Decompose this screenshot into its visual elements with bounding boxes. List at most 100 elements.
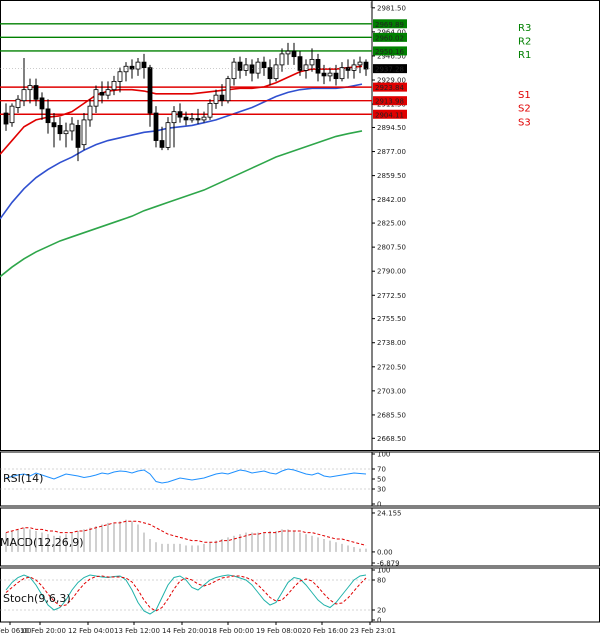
candle-bull xyxy=(165,122,171,148)
candle-bull xyxy=(171,111,177,124)
rsi-label: RSI(14) xyxy=(3,472,43,485)
rsi-panel-tick-label: 30 xyxy=(377,486,386,494)
time-tick-label: 23 Feb 23:01 xyxy=(350,627,396,635)
macd-panel: 24.155 0.00 -6.879 MACD(12,26,9) xyxy=(0,507,600,567)
price-tick-label: 2755.50 xyxy=(377,315,406,323)
candle-bull xyxy=(213,94,219,104)
stoch-panel-tick-label: 0 xyxy=(377,617,381,625)
candle-bear xyxy=(177,111,183,118)
candle-bull xyxy=(207,103,213,118)
candle-bear xyxy=(39,97,45,110)
level-name-s3: S3 xyxy=(518,117,531,128)
level-value-box xyxy=(373,96,407,106)
candle-bull xyxy=(135,61,141,70)
stoch-panel-frame xyxy=(0,567,600,623)
price-tick-label: 2738.00 xyxy=(377,339,406,347)
price-tick-label: 2964.00 xyxy=(377,28,406,36)
candle-bull xyxy=(27,85,33,91)
time-tick-label: 12 Feb 04:00 xyxy=(68,627,114,635)
rsi-panel-tick-label: 0 xyxy=(377,501,381,509)
rsi-panel-tick-label: 50 xyxy=(377,476,386,484)
stoch-panel-tick-label: 20 xyxy=(377,607,386,615)
stoch-panel-tick-label: 80 xyxy=(377,577,386,585)
candle-bull xyxy=(255,61,261,74)
candle-bear xyxy=(321,72,327,77)
candle-bull xyxy=(225,78,231,102)
stoch-signal-line xyxy=(5,575,367,612)
candle-bear xyxy=(159,140,165,148)
price-tick-label: 2981.50 xyxy=(377,4,406,12)
stoch-panel: 100 80 20 0 Stoch(9,6,3) xyxy=(0,567,600,625)
macd-panel-tick-label: 0.00 xyxy=(377,548,393,556)
price-tick-label: 2859.50 xyxy=(377,172,406,180)
candle-bull xyxy=(201,116,207,121)
rsi-panel: 100 70 50 30 0 RSI(14) xyxy=(0,451,600,509)
candle-bull xyxy=(351,64,357,71)
candle-bear xyxy=(261,61,267,69)
macd-signal-line xyxy=(5,520,367,546)
stoch-panel-tick-label: 100 xyxy=(377,567,390,575)
candle-bull xyxy=(309,58,315,66)
candle-bull xyxy=(327,72,333,77)
candle-bear xyxy=(219,94,225,102)
candle-bull xyxy=(81,119,87,146)
price-tick-label: 2668.50 xyxy=(377,435,406,443)
rsi-panel-tick-label: 100 xyxy=(377,451,390,459)
candle-bear xyxy=(363,61,369,70)
time-tick-label: 10 Feb 20:00 xyxy=(20,627,66,635)
price-tick-label: 2946.50 xyxy=(377,52,406,60)
candle-bear xyxy=(129,65,135,70)
candle-bear xyxy=(51,122,57,128)
price-tick-label: 2790.00 xyxy=(377,268,406,276)
price-tick-label: 2825.00 xyxy=(377,220,406,228)
candle-bull xyxy=(279,53,285,66)
moving-average-line xyxy=(0,83,363,220)
level-value-label: 2950.16 xyxy=(375,48,404,56)
time-tick-label: 9 Feb 06:00 xyxy=(0,627,31,635)
candle-bear xyxy=(33,85,39,100)
price-tick-label: 2807.50 xyxy=(377,244,406,252)
price-tick-label: 2842.00 xyxy=(377,196,406,204)
price-tick-label: 2720.50 xyxy=(377,363,406,371)
candle-bear xyxy=(249,64,255,74)
price-tick-label: 2877.00 xyxy=(377,148,406,156)
macd-label: MACD(12,26,9) xyxy=(0,536,84,549)
time-tick-label: 13 Feb 12:00 xyxy=(114,627,160,635)
candle-bull xyxy=(69,123,75,132)
candle-bull xyxy=(21,89,27,102)
candle-bear xyxy=(75,125,81,148)
moving-average-line xyxy=(0,130,363,278)
time-tick-label: 14 Feb 20:00 xyxy=(162,627,208,635)
price-tick-label: 2772.50 xyxy=(377,292,406,300)
level-value-box xyxy=(373,82,407,92)
candle-bear xyxy=(3,112,9,125)
level-value-label: 2960.02 xyxy=(375,34,404,42)
level-name-s1: S1 xyxy=(518,90,531,101)
price-panel: 2981.502964.002946.502929.002911.502894.… xyxy=(0,0,600,451)
price-tick-label: 2703.00 xyxy=(377,387,406,395)
candle-bear xyxy=(297,56,303,71)
time-tick-label: 18 Feb 00:00 xyxy=(208,627,254,635)
level-name-r2: R2 xyxy=(518,36,531,47)
current-price-box xyxy=(373,64,407,74)
candle-bull xyxy=(63,130,69,135)
candle-bear xyxy=(333,72,339,80)
time-tick-label: 19 Feb 08:00 xyxy=(256,627,302,635)
price-tick-label: 2894.50 xyxy=(377,124,406,132)
macd-panel-tick-label: -6.879 xyxy=(377,559,400,567)
level-name-r3: R3 xyxy=(518,23,531,34)
price-tick-label: 2685.50 xyxy=(377,411,406,419)
candle-bear xyxy=(99,92,105,96)
level-value-label: 2969.89 xyxy=(375,21,404,29)
time-tick-label: 20 Feb 16:00 xyxy=(302,627,348,635)
level-value-box xyxy=(373,32,407,42)
macd-panel-tick-label: 24.155 xyxy=(377,509,402,517)
stoch-label: Stoch(9,6,3) xyxy=(3,592,71,605)
candle-bull xyxy=(303,64,309,71)
candle-bull xyxy=(231,61,237,80)
candle-bear xyxy=(57,125,63,135)
level-value-box xyxy=(373,46,407,56)
candle-bull xyxy=(9,105,15,124)
